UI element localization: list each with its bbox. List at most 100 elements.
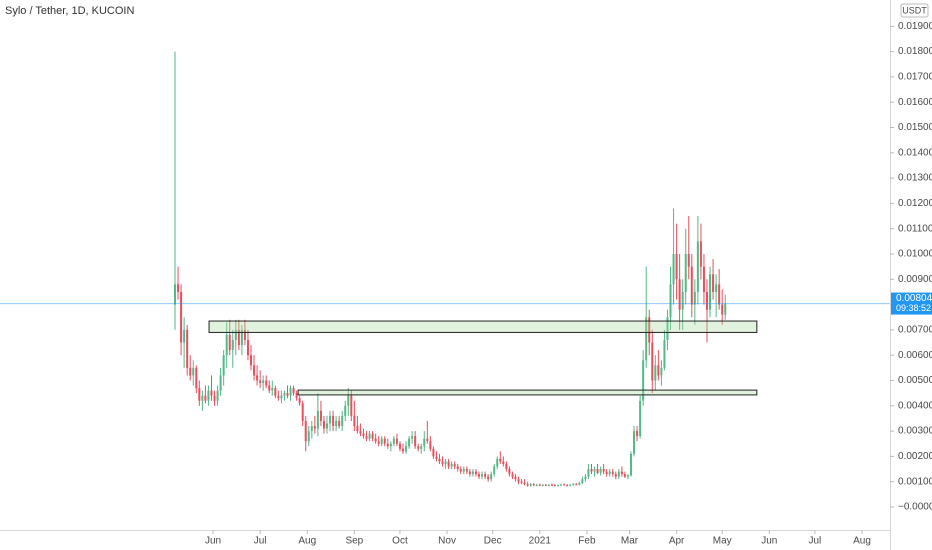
- candle-body: [499, 458, 502, 462]
- candle-body: [216, 390, 219, 401]
- candle-body: [265, 380, 268, 386]
- candle-body: [180, 291, 183, 343]
- y-tick-label: 0.00200: [898, 451, 932, 462]
- candle-body: [377, 441, 380, 444]
- candle-body: [237, 329, 240, 346]
- candle-body: [271, 388, 274, 391]
- candle-body: [289, 388, 292, 396]
- candle-body: [341, 415, 344, 427]
- candle-body: [438, 458, 441, 462]
- candle-body: [350, 395, 353, 416]
- y-tick-label: 0.01300: [898, 173, 932, 184]
- candle-body: [253, 365, 256, 376]
- candle-body: [617, 471, 620, 477]
- candle-body: [681, 291, 684, 310]
- candle-body: [240, 329, 243, 346]
- candle-body: [313, 426, 316, 429]
- candle-body: [432, 448, 435, 457]
- candle-body: [222, 355, 225, 376]
- candle-body: [450, 463, 453, 467]
- candle-body: [648, 317, 651, 343]
- candle-body: [392, 438, 395, 444]
- y-tick-label: 0.01100: [898, 223, 932, 234]
- x-tick-label: Jun: [761, 536, 777, 547]
- candle-body: [447, 461, 450, 467]
- candle-body: [587, 469, 590, 477]
- candle-body: [429, 441, 432, 449]
- candle-body: [329, 415, 332, 424]
- candle-body: [426, 438, 429, 442]
- candle-body: [353, 415, 356, 427]
- candle-body: [526, 484, 529, 486]
- countdown-label: 09:38:52: [896, 303, 931, 313]
- candle-body: [386, 443, 389, 447]
- candle-body: [319, 410, 322, 421]
- candle-body: [283, 393, 286, 396]
- zone-box: [208, 320, 758, 333]
- candle-body: [298, 398, 301, 404]
- candle-body: [408, 438, 411, 447]
- candle-body: [669, 284, 672, 318]
- candle-body: [250, 355, 253, 366]
- candle-body: [672, 253, 675, 285]
- y-tick-label: 0.00500: [898, 375, 932, 386]
- candle-body: [219, 375, 222, 391]
- candle-body: [629, 453, 632, 476]
- y-tick-label: 0.01600: [898, 97, 932, 108]
- candle-body: [687, 253, 690, 267]
- candle-body: [471, 471, 474, 475]
- candle-body: [177, 284, 180, 292]
- candle-body: [563, 484, 566, 486]
- last-price-label: 0.00804: [896, 293, 932, 304]
- candle-body: [721, 304, 724, 315]
- candle-body: [605, 471, 608, 475]
- candle-body: [444, 461, 447, 464]
- candle-body: [304, 420, 307, 442]
- candle-body: [201, 395, 204, 401]
- candle-body: [374, 438, 377, 442]
- candle-body: [484, 474, 487, 477]
- candle-body: [532, 484, 535, 486]
- candle-body: [718, 284, 721, 305]
- candle-body: [608, 471, 611, 475]
- y-tick-label: 0.01200: [898, 198, 932, 209]
- candle-body: [383, 438, 386, 444]
- candle-body: [550, 484, 553, 486]
- candle-body: [581, 479, 584, 483]
- y-tick-label: 0.01700: [898, 72, 932, 83]
- candle-body: [274, 388, 277, 396]
- candle-body: [465, 469, 468, 472]
- x-tick-label: Jul: [809, 536, 822, 547]
- candle-body: [575, 484, 578, 486]
- candle-body: [468, 471, 471, 475]
- candle-body: [642, 360, 645, 401]
- x-tick-label: 2021: [529, 536, 552, 547]
- x-tick-label: Dec: [484, 536, 502, 547]
- candle-body: [398, 443, 401, 449]
- candle-body: [478, 474, 481, 477]
- candle-body: [544, 484, 547, 486]
- x-tick-label: Mar: [621, 536, 639, 547]
- candle-body: [286, 393, 289, 396]
- last-price-box: [891, 292, 932, 315]
- y-tick-label: 0.00900: [898, 274, 932, 285]
- candle-body: [696, 241, 699, 292]
- chart-title: Sylo / Tether, 1D, KUCOIN: [5, 5, 134, 17]
- x-tick-label: Aug: [853, 536, 871, 547]
- candle-body: [356, 426, 359, 432]
- candle-body: [569, 484, 572, 486]
- candle-body: [262, 380, 265, 384]
- candle-body: [231, 340, 234, 351]
- candle-body: [481, 474, 484, 477]
- y-tick-label: 0.01400: [898, 147, 932, 158]
- candle-body: [453, 463, 456, 467]
- candle-body: [368, 433, 371, 439]
- candle-body: [225, 334, 228, 356]
- y-tick-label: 0.01500: [898, 122, 932, 133]
- candle-body: [560, 484, 563, 486]
- candle-body: [316, 410, 319, 429]
